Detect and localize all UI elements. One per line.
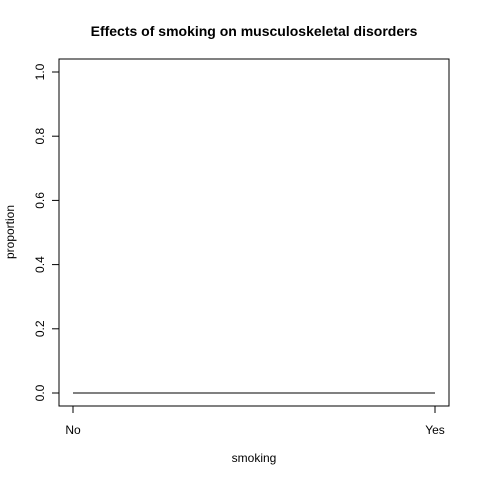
y-axis-label: proportion [3, 205, 17, 259]
x-tick-label: Yes [425, 423, 445, 437]
x-tick-label: No [65, 423, 81, 437]
y-tick-label: 0.4 [33, 256, 47, 273]
x-axis: No Yes [65, 406, 445, 437]
plot-area-frame [58, 58, 450, 407]
y-axis: 0.0 0.2 0.4 0.6 0.8 1.0 [33, 63, 59, 401]
y-tick-label: 0.6 [33, 192, 47, 209]
y-tick-label: 1.0 [33, 63, 47, 80]
y-tick-label: 0.0 [33, 384, 47, 401]
chart-title: Effects of smoking on musculoskeletal di… [91, 23, 418, 39]
y-tick-label: 0.8 [33, 128, 47, 145]
x-axis-label: smoking [232, 451, 277, 465]
y-tick-label: 0.2 [33, 320, 47, 337]
